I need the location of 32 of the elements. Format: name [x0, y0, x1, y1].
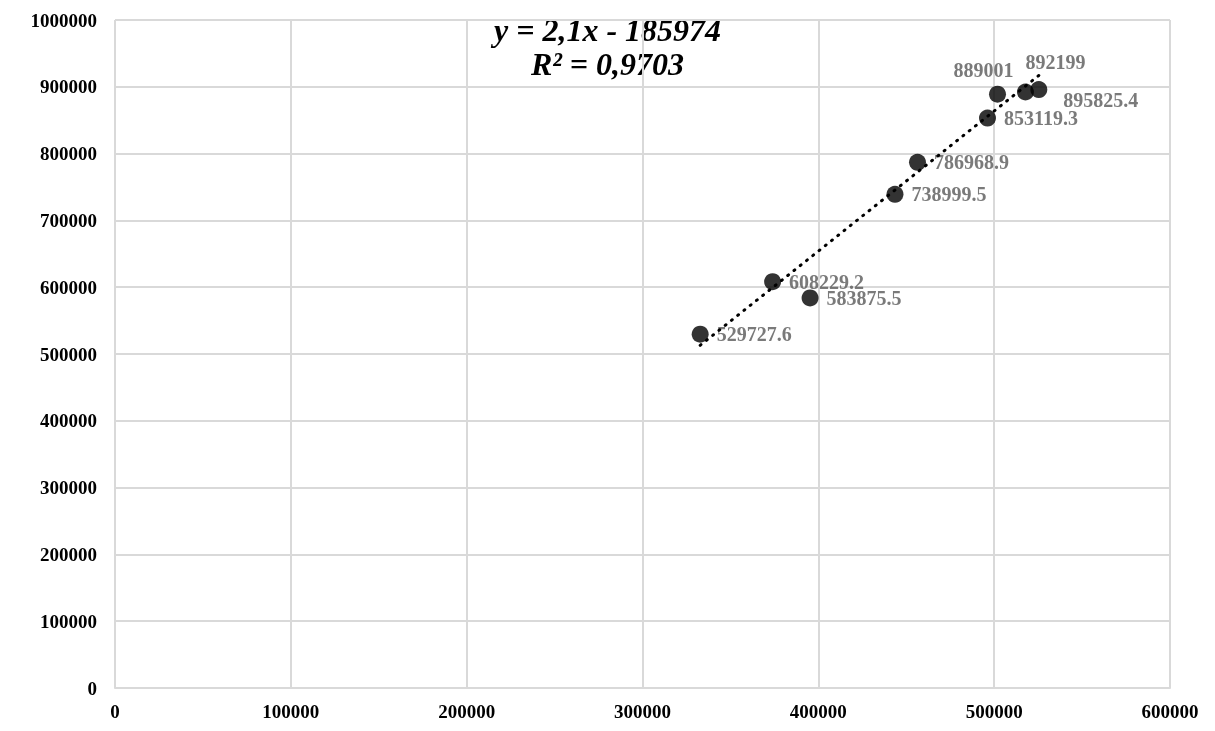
y-tick-label: 200000 [40, 543, 97, 565]
y-tick-label: 900000 [40, 76, 97, 98]
x-tick-label: 200000 [438, 701, 496, 722]
y-tick-label: 700000 [40, 209, 97, 231]
y-tick-label: 500000 [40, 343, 97, 365]
annotation: R² = 0,9703 [529, 46, 685, 82]
point [979, 109, 996, 127]
data-label: 738999.5 [911, 183, 987, 206]
x-tick-label: 0 [110, 701, 120, 722]
point [989, 85, 1007, 103]
point [764, 273, 782, 291]
x-tick-label: 100000 [262, 701, 320, 722]
x-tick-label: 500000 [965, 701, 1023, 722]
point [886, 185, 904, 203]
y-tick-label: 100000 [40, 610, 97, 632]
point [1030, 81, 1048, 99]
x-tick-label: 400000 [789, 701, 847, 722]
point [691, 325, 709, 343]
point [909, 153, 926, 171]
y-tick-label: 800000 [40, 143, 97, 165]
data-label: 889001 [953, 58, 1014, 81]
y-tick-label: 1000000 [30, 9, 97, 31]
x-tick-label: 600000 [1141, 701, 1199, 722]
y-tick-label: 300000 [40, 477, 97, 499]
y-tick-label: 0 [87, 677, 97, 699]
data-label: 786968.9 [934, 151, 1009, 174]
point [801, 289, 819, 307]
data-label: 892199 [1025, 50, 1086, 73]
y-tick-label: 400000 [40, 410, 97, 432]
y-tick-label: 600000 [40, 276, 97, 298]
x-tick-label: 300000 [614, 701, 671, 722]
data-label: 529727.6 [716, 323, 792, 346]
